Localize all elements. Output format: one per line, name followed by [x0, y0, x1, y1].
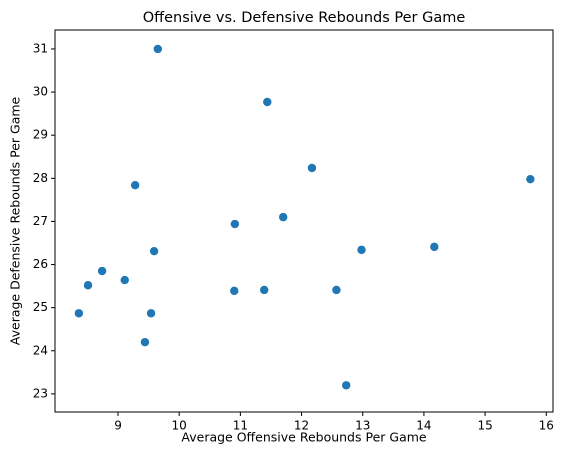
point [263, 97, 272, 107]
point [230, 286, 239, 296]
chart-title: Offensive vs. Defensive Rebounds Per Gam… [143, 10, 466, 26]
point [149, 246, 159, 256]
y-tick-label: 26 [33, 257, 48, 271]
y-tick-label: 30 [33, 85, 48, 99]
point [153, 44, 162, 54]
y-axis-label: Average Defensive Rebounds Per Game [8, 96, 23, 345]
x-tick-label: 15 [477, 419, 492, 433]
point [260, 285, 269, 295]
x-tick-label: 13 [355, 419, 370, 433]
y-tick-label: 27 [33, 214, 48, 228]
x-tick-label: 16 [539, 419, 554, 433]
y-tick-label: 25 [33, 300, 48, 314]
y-tick-label: 28 [33, 171, 48, 185]
point [357, 245, 366, 255]
point [430, 242, 439, 252]
point [120, 275, 129, 285]
point [83, 281, 93, 290]
point [74, 309, 84, 318]
x-tick-label: 9 [114, 419, 122, 433]
x-axis-label: Average Offensive Rebounds Per Game [181, 430, 426, 445]
point [307, 163, 317, 173]
y-tick-label: 29 [33, 128, 48, 142]
x-tick-label: 10 [172, 419, 187, 433]
point [278, 212, 288, 222]
point [140, 337, 150, 347]
point [342, 381, 351, 390]
x-tick-label: 12 [294, 419, 309, 433]
x-tick-label: 14 [416, 419, 431, 433]
x-tick-label: 11 [233, 419, 248, 433]
y-tick-label: 31 [33, 41, 48, 55]
point [230, 219, 240, 229]
y-tick-label: 23 [33, 386, 48, 400]
point [526, 174, 535, 184]
plot-frame [54, 29, 554, 413]
point [97, 266, 107, 276]
point [130, 181, 140, 190]
y-tick-label: 24 [33, 343, 48, 357]
point [146, 309, 156, 318]
point [332, 285, 341, 295]
